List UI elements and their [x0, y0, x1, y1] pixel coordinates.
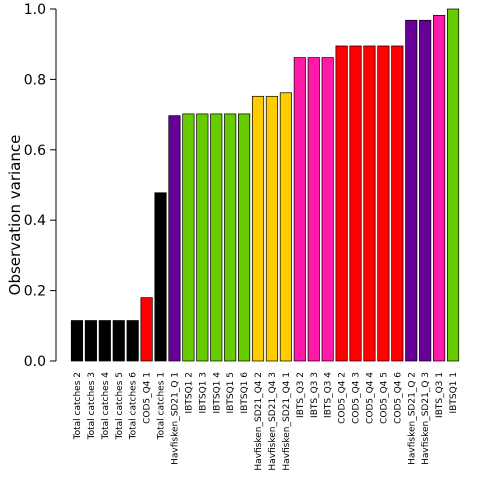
x-tick-label: IBTSQ1 3	[198, 372, 208, 413]
bar	[210, 113, 223, 362]
x-tick-label: COD5_Q4 4	[365, 372, 375, 424]
y-tick-label: 0.8	[24, 72, 46, 88]
x-tick-label: IBTSQ1 4	[212, 372, 222, 414]
x-tick-label: Total catches 3	[87, 372, 97, 440]
bar	[293, 57, 306, 362]
x-tick-label: IBTSQ1 2	[184, 372, 194, 413]
bar	[335, 45, 348, 362]
y-axis: 0.0 0.2 0.4 0.6 0.8 1.0	[24, 2, 57, 370]
bar	[168, 115, 181, 362]
y-tick-label: 0.2	[24, 284, 46, 300]
bar	[182, 113, 195, 362]
x-tick-label: IBTS_Q3 3	[310, 372, 320, 418]
x-tick-label: IBTSQ1 5	[226, 372, 236, 413]
x-tick-label: Havfisken_SD21_Q 3	[421, 372, 431, 465]
y-tick-label: 0.0	[24, 354, 46, 370]
x-tick-label: IBTSQ1 1	[449, 372, 459, 413]
y-tick-label: 1.0	[24, 2, 46, 18]
x-tick-label: COD5_Q4 6	[393, 372, 403, 424]
x-tick-label: Havfisken_SD21_Q4 1	[282, 372, 292, 471]
x-tick-label: Havfisken_SD21_Q 1	[170, 372, 180, 465]
bar	[391, 45, 404, 362]
x-tick-label: COD5_Q4 5	[379, 372, 389, 424]
x-tick-label: IBTS_Q3 4	[324, 372, 334, 418]
x-tick-label: Total catches 6	[129, 372, 139, 441]
bar	[321, 57, 334, 362]
bar	[70, 320, 84, 362]
x-tick-label: Total catches 1	[157, 372, 167, 440]
x-tick-label: IBTS_Q3 1	[435, 372, 445, 418]
y-tick-label: 0.6	[24, 143, 46, 159]
bar	[196, 113, 209, 362]
bar	[307, 57, 320, 362]
bar	[377, 45, 390, 362]
bar	[251, 95, 265, 362]
x-tick-label: COD5_Q4 2	[338, 372, 348, 424]
bar	[405, 19, 418, 362]
bar	[84, 320, 97, 362]
bar	[363, 45, 376, 362]
x-tick-label: IBTSQ1 6	[240, 372, 250, 414]
x-tick-label: COD5_Q4 1	[143, 372, 153, 424]
x-tick-label: Total catches 5	[115, 372, 125, 440]
x-tick-label: Havfisken_SD21_Q4 3	[268, 372, 278, 471]
bar	[154, 192, 167, 362]
x-tick-label: IBTS_Q3 2	[296, 372, 306, 418]
bar	[238, 113, 251, 362]
y-tick-label: 0.4	[24, 213, 46, 229]
bar	[419, 19, 432, 362]
x-tick-labels: Total catches 2 Total catches 3 Total catc…	[73, 372, 459, 471]
x-tick-label: Total catches 4	[101, 372, 111, 441]
bar	[433, 14, 446, 362]
x-tick-label: Total catches 2	[73, 372, 83, 440]
bar	[98, 320, 111, 362]
bars	[70, 8, 460, 362]
bar	[224, 113, 237, 362]
bar	[279, 92, 292, 362]
bar	[265, 95, 279, 362]
y-axis-label: Observation variance	[6, 135, 24, 296]
x-tick-label: Havfisken_SD21_Q 2	[407, 372, 417, 465]
bar	[126, 320, 139, 362]
bar	[446, 8, 460, 362]
x-tick-label: Havfisken_SD21_Q4 2	[254, 372, 264, 471]
bar	[112, 320, 125, 362]
bar	[349, 45, 362, 362]
x-tick-label: COD5_Q4 3	[352, 372, 362, 424]
bar	[140, 297, 153, 362]
